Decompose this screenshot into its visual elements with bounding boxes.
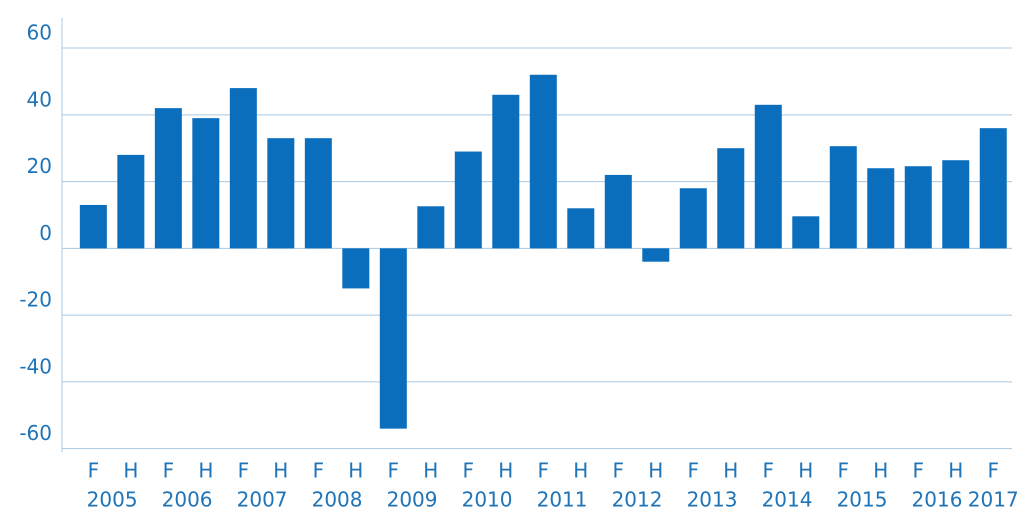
year-label: 2014 [762,488,813,512]
x-tick-label: H [948,459,963,483]
x-tick-label: F [913,459,925,483]
x-tick-label: H [723,459,738,483]
x-tick-label: F [163,459,175,483]
x-tick-label: F [238,459,250,483]
bar [867,168,895,249]
bar [567,208,595,249]
x-tick-label: H [648,459,663,483]
bar [604,174,632,249]
x-tick-label: F [763,459,775,483]
bar [717,148,745,249]
x-tick-label: F [613,459,625,483]
x-tick-label: H [798,459,813,483]
year-label: 2015 [837,488,888,512]
bar [942,160,970,249]
x-tick-label: F [838,459,850,483]
y-tick-label: -20 [19,288,52,312]
x-tick-label: H [123,459,138,483]
y-tick-label: -60 [19,421,52,445]
year-label: 2005 [87,488,138,512]
y-tick-label: 40 [27,87,52,111]
year-label: 2010 [462,488,513,512]
year-label: 2011 [537,488,588,512]
y-tick-label: 0 [39,221,52,245]
x-tick-label: H [273,459,288,483]
bar [529,74,557,249]
year-label: 2016 [912,488,963,512]
bar [117,154,145,249]
bar [267,138,295,249]
bar [417,206,445,249]
y-tick-label: 60 [27,21,52,45]
bar [192,118,220,249]
x-tick-label: F [688,459,700,483]
bar [492,94,520,249]
bar [304,138,332,249]
bar [679,188,707,249]
bar [792,216,820,249]
x-tick-label: H [873,459,888,483]
year-label: 2008 [312,488,363,512]
x-tick-label: H [198,459,213,483]
x-tick-label: H [348,459,363,483]
x-tick-label: F [987,459,999,483]
x-tick-label: F [313,459,325,483]
bar [829,146,857,249]
bar [154,108,182,249]
bar [642,248,670,262]
x-tick-label: F [463,459,475,483]
y-tick-label: 20 [27,154,52,178]
x-tick-label: H [498,459,513,483]
year-label: 2017 [968,488,1019,512]
year-label: 2007 [237,488,288,512]
x-tick-label: H [423,459,438,483]
year-label: 2012 [612,488,663,512]
year-label: 2013 [687,488,738,512]
bar [229,88,257,249]
year-label: 2006 [162,488,213,512]
x-tick-label: F [388,459,400,483]
bar [342,248,370,289]
bar [754,104,782,249]
bar [979,128,1007,249]
year-label: 2009 [387,488,438,512]
bar [379,248,407,429]
x-tick-label: H [573,459,588,483]
x-tick-label: F [538,459,550,483]
bar [79,204,107,249]
x-tick-label: F [88,459,100,483]
bar [454,151,482,249]
y-tick-label: -40 [19,354,52,378]
bar [904,166,932,249]
